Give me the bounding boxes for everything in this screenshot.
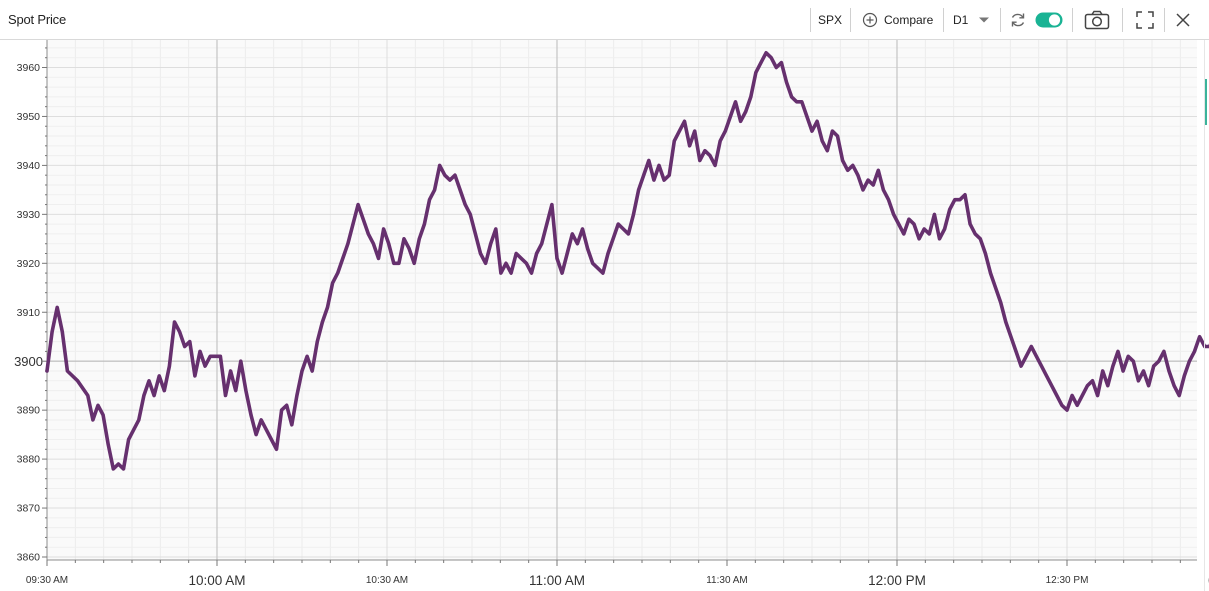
x-tick-label: 12:00 PM	[868, 573, 926, 588]
major-grid	[47, 40, 1197, 560]
y-tick-label: 3870	[17, 503, 41, 515]
chart-area: 3860 3870 3880 3890 3900 3910 3920 3930 3940 3950…	[0, 40, 1209, 591]
y-tick-label: 3880	[17, 454, 41, 466]
chart-header: Spot Price SPX Compare D1	[0, 0, 1209, 40]
x-tick-label: 11:00 AM	[529, 573, 585, 588]
close-button[interactable]	[1175, 0, 1191, 40]
symbol-label: SPX	[818, 13, 843, 27]
panel-border	[1204, 40, 1205, 591]
scrollbar-thumb[interactable]	[1205, 79, 1207, 125]
toolbar-separator	[1164, 8, 1165, 32]
plot-background	[47, 40, 1197, 560]
timeframe-select[interactable]: D1	[953, 0, 990, 40]
close-icon	[1176, 13, 1190, 27]
x-tick-label: 10:00 AM	[188, 573, 245, 588]
x-tick-label: 09:30 AM	[26, 575, 68, 586]
plus-circle-icon	[862, 12, 878, 28]
fullscreen-button[interactable]	[1136, 0, 1154, 40]
toggle-switch-icon	[1035, 12, 1063, 28]
chart-title: Spot Price	[8, 12, 66, 27]
expand-icon	[1136, 11, 1154, 29]
chevron-down-icon	[979, 17, 990, 23]
x-tick-label: 12:30 PM	[1046, 575, 1089, 586]
y-tick-label: 3940	[17, 160, 41, 172]
camera-icon	[1084, 10, 1110, 30]
toolbar-separator	[943, 8, 944, 32]
y-tick-label: 3950	[17, 111, 41, 123]
symbol-button[interactable]: SPX	[818, 0, 842, 40]
y-tick-label: 3930	[17, 209, 41, 221]
toolbar-separator	[810, 8, 811, 32]
y-tick-label: 3900	[14, 354, 43, 369]
x-tick-label: 10:30 AM	[366, 575, 408, 586]
spot-price-chart: 3860 3870 3880 3890 3900 3910 3920 3930 3940 3950…	[14, 40, 1209, 588]
live-toggle[interactable]	[1035, 0, 1063, 40]
toolbar-separator	[1072, 8, 1073, 32]
timeframe-label: D1	[953, 13, 969, 27]
minor-grid	[47, 40, 1197, 560]
y-tick-label: 3920	[17, 258, 41, 270]
y-tick-label: 3910	[17, 307, 41, 319]
toolbar-separator	[850, 8, 851, 32]
refresh-icon	[1011, 13, 1025, 27]
y-tick-label: 3890	[17, 405, 41, 417]
toolbar-separator	[1000, 8, 1001, 32]
screenshot-button[interactable]	[1084, 0, 1110, 40]
toolbar-separator	[1122, 8, 1123, 32]
y-tick-label: 3960	[17, 62, 41, 74]
compare-label: Compare	[884, 13, 934, 27]
x-axis: 09:30 AM 10:00 AM 10:30 AM 11:00 AM 11:30 AM…	[26, 559, 1209, 588]
y-axis: 3860 3870 3880 3890 3900 3910 3920 3930 3940 3950…	[14, 40, 48, 564]
series-line	[45, 51, 1209, 471]
refresh-button[interactable]	[1009, 0, 1027, 40]
x-tick-label: 11:30 AM	[706, 575, 748, 586]
y-tick-label: 3860	[17, 552, 41, 564]
compare-button[interactable]: Compare	[862, 0, 933, 40]
